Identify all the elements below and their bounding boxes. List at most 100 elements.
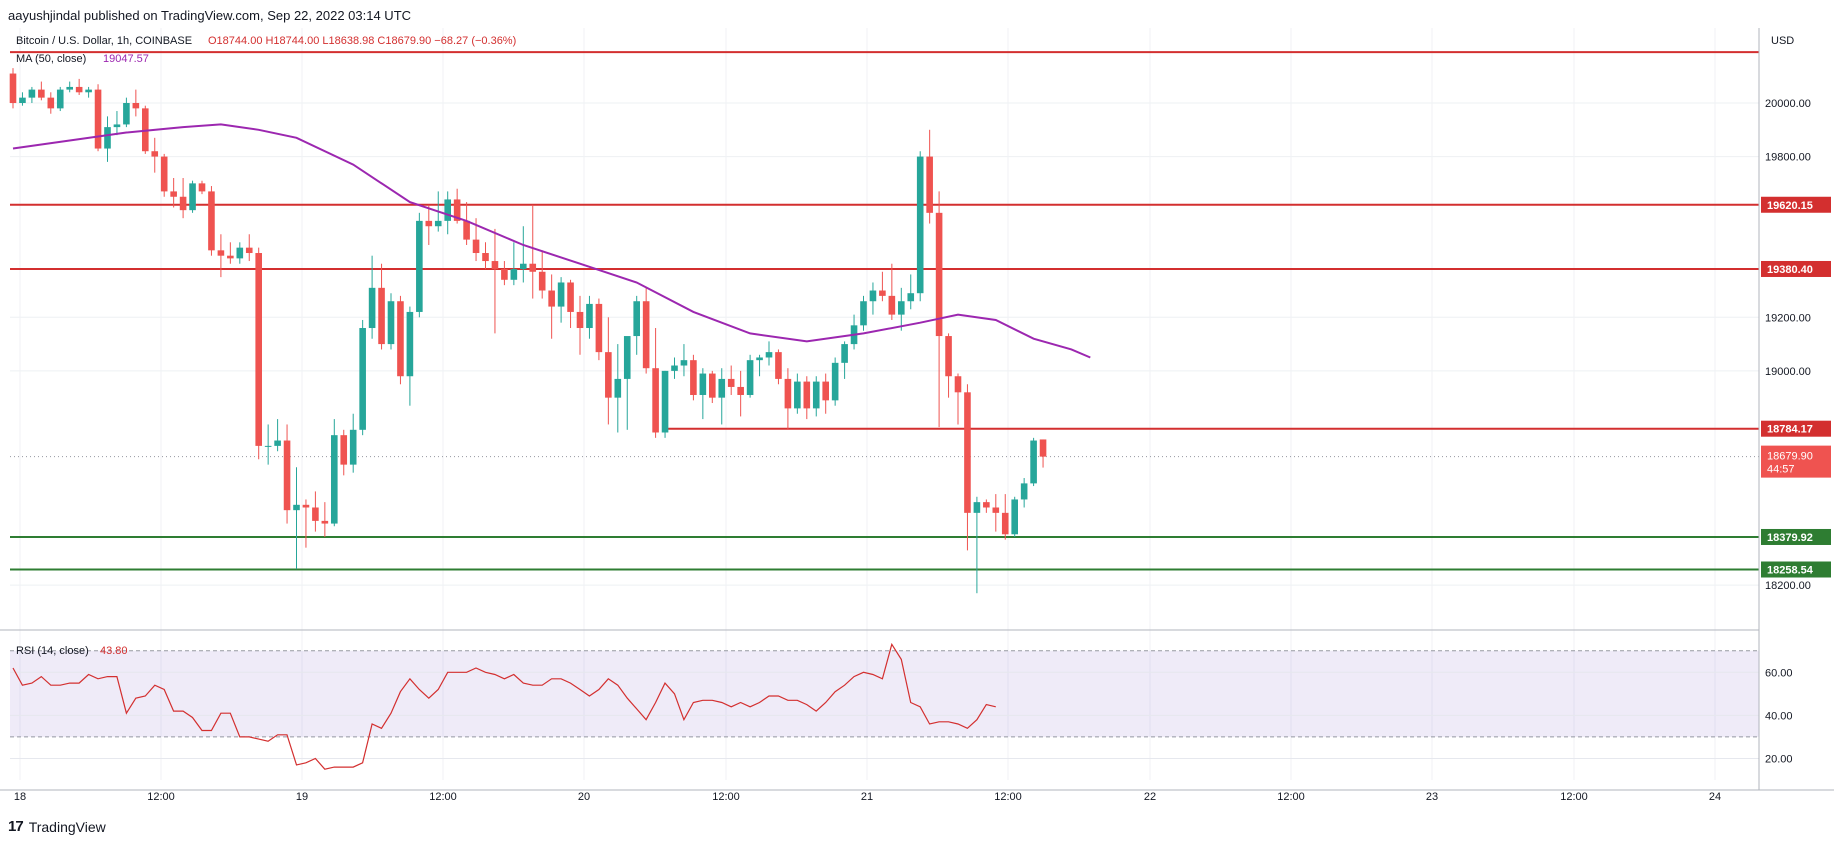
candle-body (66, 86, 73, 90)
candle-body (538, 271, 546, 291)
countdown-text: 44:57 (1767, 464, 1795, 476)
price-tick-label: 19000.00 (1765, 366, 1811, 378)
candle-body (510, 269, 518, 280)
candle-body (113, 124, 121, 128)
candle-body (642, 301, 650, 369)
candle-body (775, 352, 782, 379)
candle-body (397, 301, 404, 377)
brand-name: TradingView (28, 818, 106, 835)
rsi-pane[interactable]: 60.00 40.00 20.00 (0, 629, 1793, 770)
candle-body (765, 352, 773, 358)
candle-body (94, 89, 102, 149)
time-tick-label: 12:00 (994, 791, 1022, 803)
candle-body (482, 253, 489, 262)
rsi-band (10, 650, 1759, 737)
candle-body (746, 360, 754, 395)
candle-body (907, 293, 915, 302)
candle-body (312, 507, 319, 521)
last-price-box (1761, 445, 1831, 478)
candle-body (557, 282, 565, 307)
price-tick-label: 19800.00 (1765, 152, 1811, 164)
candle-body (1030, 440, 1037, 484)
candle-body (340, 435, 348, 465)
rsi-tick-label: 60.00 (1765, 667, 1793, 679)
candle-body (576, 311, 584, 329)
candle-body (784, 378, 792, 409)
candle-body (293, 504, 300, 511)
candle-body (595, 303, 603, 353)
candle-body (9, 73, 17, 104)
candle-body (709, 373, 716, 398)
time-tick-label: 12:00 (1560, 791, 1588, 803)
candle-body (794, 381, 801, 409)
candle-body (189, 183, 196, 211)
tradingview-logo-icon: 17 (8, 818, 24, 835)
candle-body (331, 435, 338, 524)
time-tick-label: 12:00 (147, 791, 175, 803)
time-tick-label: 12:00 (1277, 791, 1305, 803)
candle-body (1020, 483, 1028, 500)
level-label-text: 18258.54 (1767, 564, 1814, 576)
candle-body (888, 295, 896, 315)
time-tick-label: 12:00 (712, 791, 740, 803)
candle-body (841, 344, 848, 363)
time-tick-label: 23 (1426, 791, 1438, 803)
candle-body (28, 89, 36, 98)
candle-body (227, 255, 234, 259)
candle-body (661, 370, 669, 433)
candle-body (1001, 512, 1009, 535)
candle-body (151, 151, 159, 157)
candle-body (916, 156, 924, 294)
candle-body (699, 373, 707, 395)
symbol-legend: Bitcoin / U.S. Dollar, 1h, COINBASE (16, 35, 192, 47)
price-tick-label: 19200.00 (1765, 312, 1811, 324)
candle-body (501, 269, 508, 280)
candle-body (208, 191, 215, 251)
time-tick-label: 24 (1709, 791, 1721, 803)
time-axis[interactable]: 18 12:00 19 12:00 20 12:00 21 12:00 22 12:00 23 12:… (0, 789, 1834, 803)
last-price-text: 18679.90 (1767, 451, 1813, 463)
candle-body (264, 445, 272, 447)
candle-body (47, 97, 55, 109)
time-tick-label: 21 (861, 791, 873, 803)
candle-body (463, 220, 470, 240)
candle-body (879, 290, 886, 296)
candle-body (822, 381, 829, 401)
tradingview-brand[interactable]: 17 TradingView (8, 818, 106, 835)
candle-body (926, 156, 933, 213)
candle-body (718, 378, 726, 398)
candle-body (983, 502, 990, 508)
candle-body (38, 89, 45, 98)
ma-legend-value: 19047.57 (103, 53, 149, 65)
candle-body (56, 89, 64, 109)
candle-body (567, 282, 574, 312)
candle-body (737, 386, 744, 395)
rsi-line (12, 642, 996, 770)
candle-body (869, 290, 877, 302)
candle-body (954, 376, 962, 393)
ohlc-legend: O18744.00 H18744.00 L18638.98 C18679.90 … (208, 35, 516, 47)
candle-body (586, 303, 593, 329)
candle-body (935, 212, 943, 337)
candle-body (992, 507, 1000, 513)
rsi-tick-label: 20.00 (1765, 753, 1793, 765)
candle-body (85, 89, 92, 93)
candle-body (964, 392, 971, 513)
candle-body (529, 263, 537, 272)
candlestick-series (9, 68, 1047, 594)
currency-label: USD (1771, 35, 1794, 47)
candle-body (756, 357, 763, 361)
candle-body (179, 196, 187, 211)
candle-body (633, 301, 640, 337)
candle-body (274, 440, 281, 446)
price-axis[interactable]: 20000.00 19800.00 19200.00 19000.00 18200.00 (1758, 28, 1811, 790)
candle-body (406, 311, 414, 377)
candle-body (104, 127, 111, 149)
ma-legend-label: MA (50, close) (16, 53, 86, 65)
candle-body (803, 381, 811, 409)
level-label-text: 19380.40 (1767, 264, 1813, 276)
candle-body (898, 301, 905, 315)
time-tick-label: 18 (14, 791, 26, 803)
rsi-tick-label: 40.00 (1765, 710, 1793, 722)
